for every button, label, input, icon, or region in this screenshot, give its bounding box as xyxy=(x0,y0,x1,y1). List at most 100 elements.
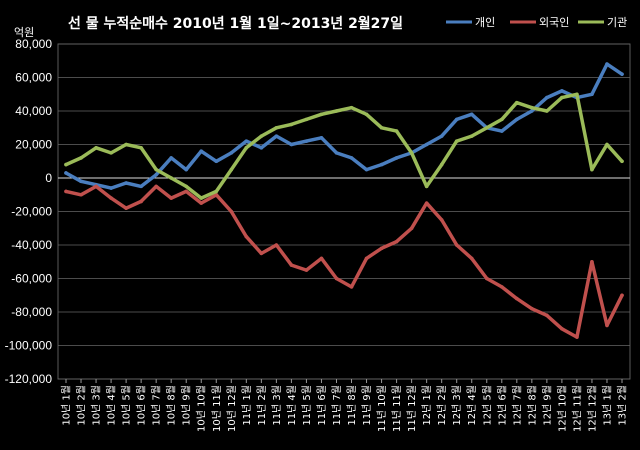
data-point xyxy=(154,184,158,189)
data-point xyxy=(289,142,294,147)
data-point xyxy=(499,117,504,122)
data-point xyxy=(109,151,113,155)
data-point xyxy=(605,62,609,66)
data-point xyxy=(545,109,549,113)
x-tick-label: 11년 1월 xyxy=(241,385,253,426)
x-tick-label: 10년 7월 xyxy=(151,385,163,426)
data-point xyxy=(184,184,189,189)
y-tick-label: 60,000 xyxy=(15,71,52,85)
series-2 xyxy=(64,184,624,339)
data-point xyxy=(454,243,459,247)
data-point xyxy=(229,209,234,214)
y-tick-label: -100,000 xyxy=(5,339,53,353)
data-point xyxy=(499,285,504,289)
chart-title: 선 물 누적순매수 2010년 1월 1일~2013년 2월27일 xyxy=(68,15,403,32)
data-point xyxy=(79,179,83,184)
legend-label: 개인 xyxy=(475,16,495,29)
y-tick-label: -80,000 xyxy=(11,305,52,319)
y-tick-label: 20,000 xyxy=(15,138,52,152)
data-point xyxy=(379,246,384,251)
x-tick-label: 10년 3월 xyxy=(91,385,103,426)
x-tick-label: 10년 5월 xyxy=(121,385,133,426)
x-tick-label: 10년 1월 xyxy=(61,385,73,426)
y-tick-label: 0 xyxy=(45,171,52,185)
data-point xyxy=(349,105,354,110)
data-point xyxy=(424,201,429,205)
data-point xyxy=(214,192,219,197)
x-tick-label: 11년 9월 xyxy=(361,385,373,426)
data-point xyxy=(515,100,519,105)
data-point xyxy=(424,184,429,189)
x-tick-label: 12년 4월 xyxy=(466,385,478,426)
data-point xyxy=(409,151,414,155)
data-point xyxy=(244,234,249,239)
data-point xyxy=(334,109,339,113)
data-point xyxy=(364,112,369,117)
data-point xyxy=(590,259,594,264)
y-tick-label: 80,000 xyxy=(15,37,52,51)
y-tick-label: -120,000 xyxy=(5,372,53,386)
data-point xyxy=(154,167,158,172)
data-point xyxy=(575,92,579,97)
data-point xyxy=(259,146,264,150)
data-point xyxy=(169,176,173,180)
x-axis-ticks: 10년 1월 10년 2월 10년 3월 10년 4월 10년 5월 10년 6월 10년 … xyxy=(61,379,629,432)
x-tick-label: 12년 10월 xyxy=(556,385,568,432)
data-point xyxy=(394,156,399,160)
data-point xyxy=(575,335,579,339)
data-point xyxy=(349,285,354,289)
x-tick-label: 10년 6월 xyxy=(136,385,148,426)
data-point xyxy=(620,293,624,298)
data-point xyxy=(605,142,609,147)
data-point xyxy=(109,186,113,190)
x-tick-label: 10년 9월 xyxy=(181,385,193,426)
data-point xyxy=(439,218,444,222)
data-point xyxy=(304,268,309,272)
data-point xyxy=(304,139,309,143)
data-point xyxy=(124,181,128,185)
x-tick-label: 11년 10월 xyxy=(376,385,388,432)
x-tick-label: 12년 12월 xyxy=(586,385,598,432)
data-point xyxy=(515,117,519,122)
data-point xyxy=(484,125,489,130)
x-tick-label: 11년 8월 xyxy=(346,385,358,426)
data-point xyxy=(379,162,384,167)
x-tick-label: 11년 6월 xyxy=(316,385,328,426)
data-point xyxy=(469,256,474,261)
y-tick-label: 40,000 xyxy=(15,104,52,118)
data-point xyxy=(94,146,98,150)
data-point xyxy=(274,134,279,138)
data-point xyxy=(439,134,444,138)
data-point xyxy=(469,112,474,117)
y-tick-label: -20,000 xyxy=(11,205,52,219)
data-point xyxy=(620,159,624,164)
data-point xyxy=(590,167,594,172)
data-point xyxy=(499,129,504,133)
data-point xyxy=(274,125,279,130)
series-line xyxy=(64,92,624,200)
x-tick-label: 12년 11월 xyxy=(571,385,583,432)
data-point xyxy=(169,196,173,200)
data-point xyxy=(214,159,219,164)
data-point xyxy=(124,206,128,210)
data-point xyxy=(319,112,324,117)
data-point xyxy=(364,256,369,261)
data-point xyxy=(139,184,143,189)
data-point xyxy=(605,323,609,328)
y-axis-ticks: 80,000 60,000 40,000 20,000 0 -20,000 -40,000 -… xyxy=(5,37,53,386)
data-point xyxy=(560,326,564,331)
data-point xyxy=(454,139,459,143)
data-point xyxy=(64,171,68,175)
x-tick-label: 12년 2월 xyxy=(436,385,448,426)
data-point xyxy=(199,201,204,205)
x-tick-label: 12년 5월 xyxy=(481,385,493,426)
series-line xyxy=(64,184,624,339)
x-tick-label: 10년 2월 xyxy=(76,385,88,426)
x-tick-label: 10년 4월 xyxy=(106,385,118,426)
data-point xyxy=(199,196,204,200)
x-tick-label: 11년 2월 xyxy=(256,385,268,426)
data-point xyxy=(469,134,474,138)
data-point xyxy=(334,276,339,281)
